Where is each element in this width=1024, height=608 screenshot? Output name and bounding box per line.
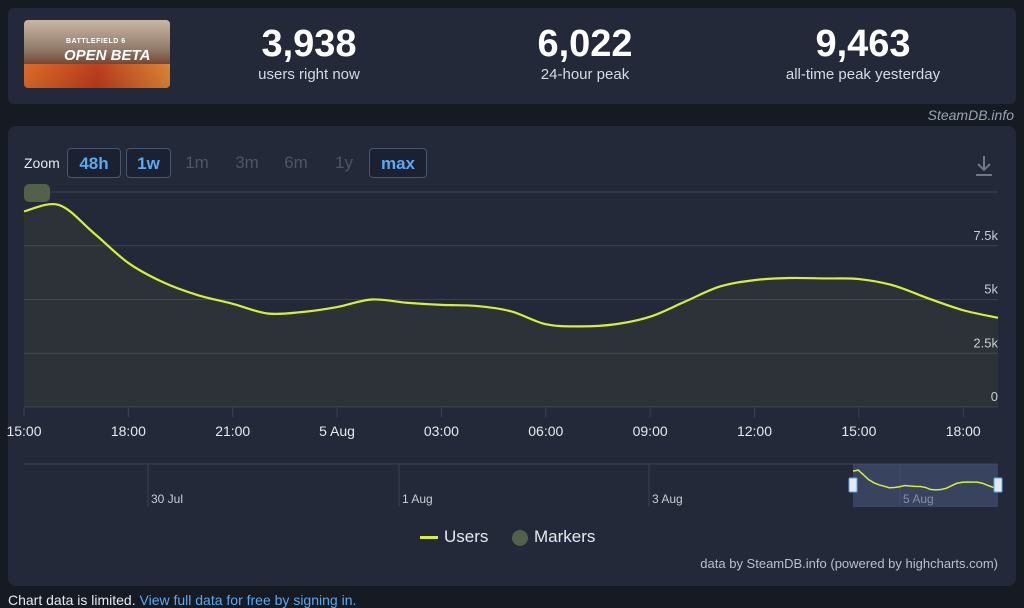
y-tick-label: 2.5k <box>973 335 998 350</box>
thumbnail-title: BATTLEFIELD 6 <box>66 38 126 45</box>
zoom-1m-button[interactable]: 1m <box>185 153 209 172</box>
notice-text: Chart data is limited. <box>8 592 136 608</box>
stat-label: 24-hour peak <box>540 66 630 83</box>
legend-line-swatch <box>420 536 438 540</box>
stat-24h-peak: 6,022 24-hour peak <box>510 22 660 84</box>
legend-marker-swatch <box>512 529 528 546</box>
navigator-label: 1 Aug <box>402 492 433 506</box>
thumbnail-subtitle: OPEN BETA <box>64 47 151 64</box>
stats-bar: BATTLEFIELD 6 OPEN BETA 3,938 users righ… <box>8 8 1016 104</box>
y-tick-label: 0 <box>991 389 998 404</box>
zoom-label: Zoom <box>24 155 60 171</box>
stat-label: users right now <box>258 66 360 83</box>
sign-in-link[interactable]: View full data for free by signing in. <box>139 592 357 608</box>
zoom-max-button[interactable]: max <box>369 148 427 178</box>
zoom-48h-button[interactable]: 48h <box>67 148 121 178</box>
stat-value: 9,463 <box>815 23 911 65</box>
x-tick-label: 12:00 <box>737 423 772 439</box>
navigator-handle <box>993 477 1003 493</box>
navigator-series <box>852 469 999 491</box>
navigator-selection <box>853 464 998 507</box>
x-tick-label: 15:00 <box>6 423 41 439</box>
legend-users[interactable]: Users <box>420 527 488 547</box>
x-tick-label: 09:00 <box>633 423 668 439</box>
zoom-1y-button[interactable]: 1y <box>335 153 353 172</box>
x-tick-label: 18:00 <box>946 423 981 439</box>
zoom-6m-button[interactable]: 6m <box>284 153 308 172</box>
stat-value: 3,938 <box>261 23 357 65</box>
data-limit-notice: Chart data is limited. View full data fo… <box>8 592 356 608</box>
legend-users-label: Users <box>444 527 489 546</box>
stat-all-time-peak: 9,463 all-time peak yesterday <box>760 22 966 84</box>
users-area <box>24 204 998 407</box>
stat-users-now: 3,938 users right now <box>234 22 384 84</box>
y-axis: 0 2.5k 5k 7.5k <box>973 228 998 404</box>
x-tick-label: 03:00 <box>424 423 459 439</box>
site-credit[interactable]: SteamDB.info <box>927 107 1014 123</box>
navigator-handle <box>848 477 858 493</box>
legend-markers[interactable]: Markers <box>512 527 595 547</box>
x-tick-label: 5 Aug <box>319 423 355 439</box>
zoom-3m-button[interactable]: 3m <box>235 153 259 172</box>
navigator-label: 3 Aug <box>652 492 683 506</box>
navigator-label: 30 Jul <box>151 492 183 506</box>
thumbnail-fire <box>24 64 170 88</box>
stat-label: all-time peak yesterday <box>785 66 941 83</box>
users-line <box>23 203 999 328</box>
y-tick-label: 5k <box>984 282 998 297</box>
y-tick-label: 7.5k <box>973 228 998 243</box>
x-tick-label: 21:00 <box>215 423 250 439</box>
chart-panel <box>8 126 1016 586</box>
legend-markers-label: Markers <box>534 527 596 546</box>
x-tick-label: 18:00 <box>111 423 146 439</box>
chart-credit[interactable]: data by SteamDB.info (powered by highcha… <box>700 556 998 571</box>
chart-grid <box>24 191 998 408</box>
download-icon[interactable] <box>974 154 994 178</box>
stat-value: 6,022 <box>537 23 633 65</box>
marker-flag-box <box>24 184 50 202</box>
x-axis: 15:00 18:00 21:00 5 Aug 03:00 06:00 09:00 12:00… <box>6 407 981 439</box>
game-thumbnail[interactable]: BATTLEFIELD 6 OPEN BETA <box>24 20 170 88</box>
x-tick-label: 06:00 <box>528 423 563 439</box>
zoom-1w-button[interactable]: 1w <box>126 148 171 178</box>
x-tick-label: 15:00 <box>841 423 876 439</box>
marker-flag <box>24 184 50 202</box>
